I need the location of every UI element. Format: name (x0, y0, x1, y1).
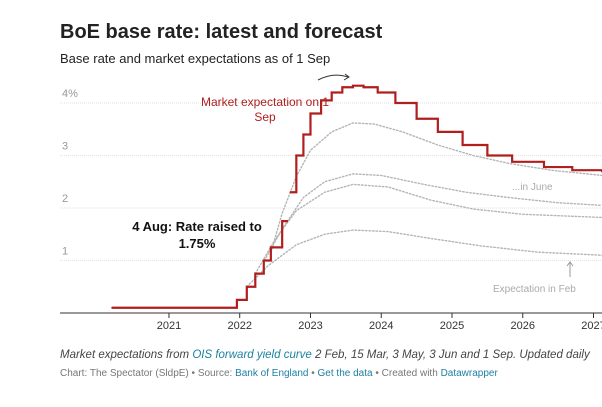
source-link[interactable]: Bank of England (235, 368, 309, 379)
annotation: Market expectation on 1 Sep (200, 95, 330, 124)
source-link[interactable]: Get the data (317, 368, 373, 379)
note-link[interactable]: OIS forward yield curve (192, 349, 312, 361)
x-tick-label: 2025 (440, 320, 464, 332)
x-tick-label: 2024 (369, 320, 393, 332)
annotation: Expectation in Feb (493, 284, 576, 295)
chart-subtitle: Base rate and market expectations as of … (60, 51, 330, 66)
source-text: • Created with (372, 368, 441, 379)
expectation-line (263, 173, 602, 262)
y-tick-label: 2 (62, 193, 68, 205)
source-text: • (308, 368, 318, 379)
arrow-head (343, 73, 350, 81)
source-link[interactable]: Datawrapper (440, 368, 498, 379)
arrow (317, 74, 349, 81)
arrow-head (566, 261, 574, 267)
y-tick-label: 4% (62, 88, 78, 100)
y-tick-label: 3 (62, 141, 68, 153)
source-text: Chart: The Spectator (SldpE) • Source: (60, 368, 236, 379)
x-tick-label: 2026 (511, 320, 535, 332)
annotation: ...in June (512, 182, 553, 193)
x-tick-label: 2023 (298, 320, 322, 332)
source: Chart: The Spectator (SldpE) • Source: B… (60, 368, 498, 379)
rate-line (111, 84, 602, 309)
x-tick-label: 2022 (227, 320, 251, 332)
x-tick-label: 2021 (157, 320, 181, 332)
note-text: Market expectations from (60, 349, 193, 361)
expectation-line (246, 229, 602, 288)
note-text: 2 Feb, 15 Mar, 3 May, 3 Jun and 1 Sep. U… (311, 349, 590, 361)
note: Market expectations from OIS forward yie… (60, 349, 590, 361)
annotation: 4 Aug: Rate raised to 1.75% (132, 219, 262, 251)
x-tick-label: 2027 (581, 320, 602, 332)
y-tick-label: 1 (62, 246, 68, 258)
chart-title: BoE base rate: latest and forecast (60, 21, 383, 43)
expectation-line (254, 183, 602, 275)
